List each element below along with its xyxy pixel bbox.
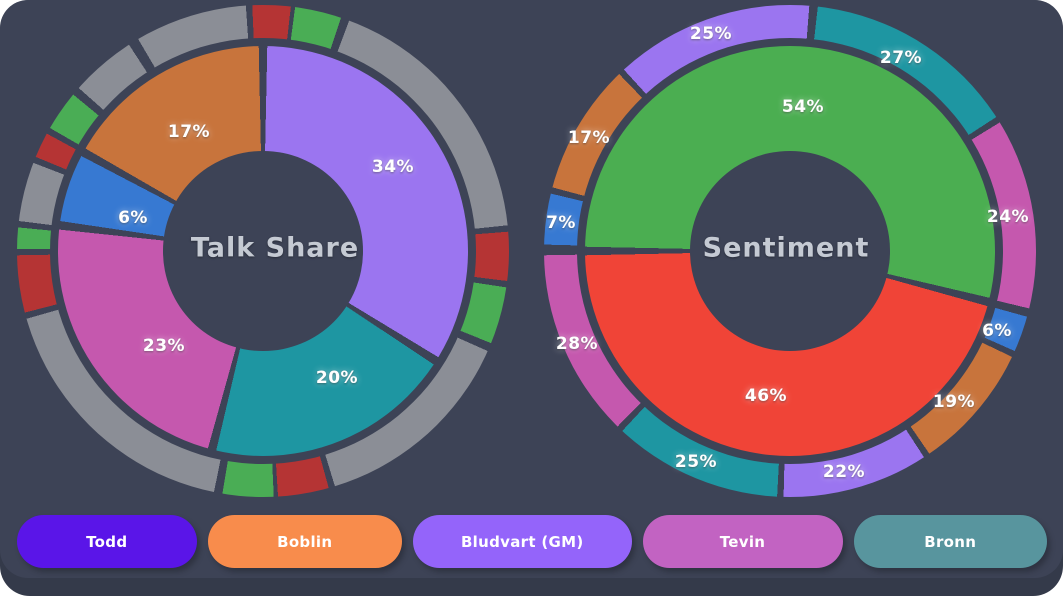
speaker-button-bludvart[interactable]: Bludvart (GM): [412, 515, 632, 568]
speaker-button-tevin[interactable]: Tevin: [642, 515, 843, 568]
talk-share-donut-chart[interactable]: [17, 5, 509, 497]
dashboard-card: Talk Share 34% 20% 23% 6% 17% Sentiment 54% 46% 7…: [0, 0, 1063, 578]
sentiment-donut-chart[interactable]: [544, 5, 1036, 497]
speaker-button-bronn[interactable]: Bronn: [853, 515, 1047, 568]
speaker-button-todd[interactable]: Todd: [17, 515, 197, 568]
talk-share-center-hole: [163, 151, 363, 351]
sentiment-center-hole: [690, 151, 890, 351]
speaker-button-boblin[interactable]: Boblin: [207, 515, 402, 568]
speaker-legend: Todd Boblin Bludvart (GM) Tevin Bronn: [17, 515, 1047, 568]
